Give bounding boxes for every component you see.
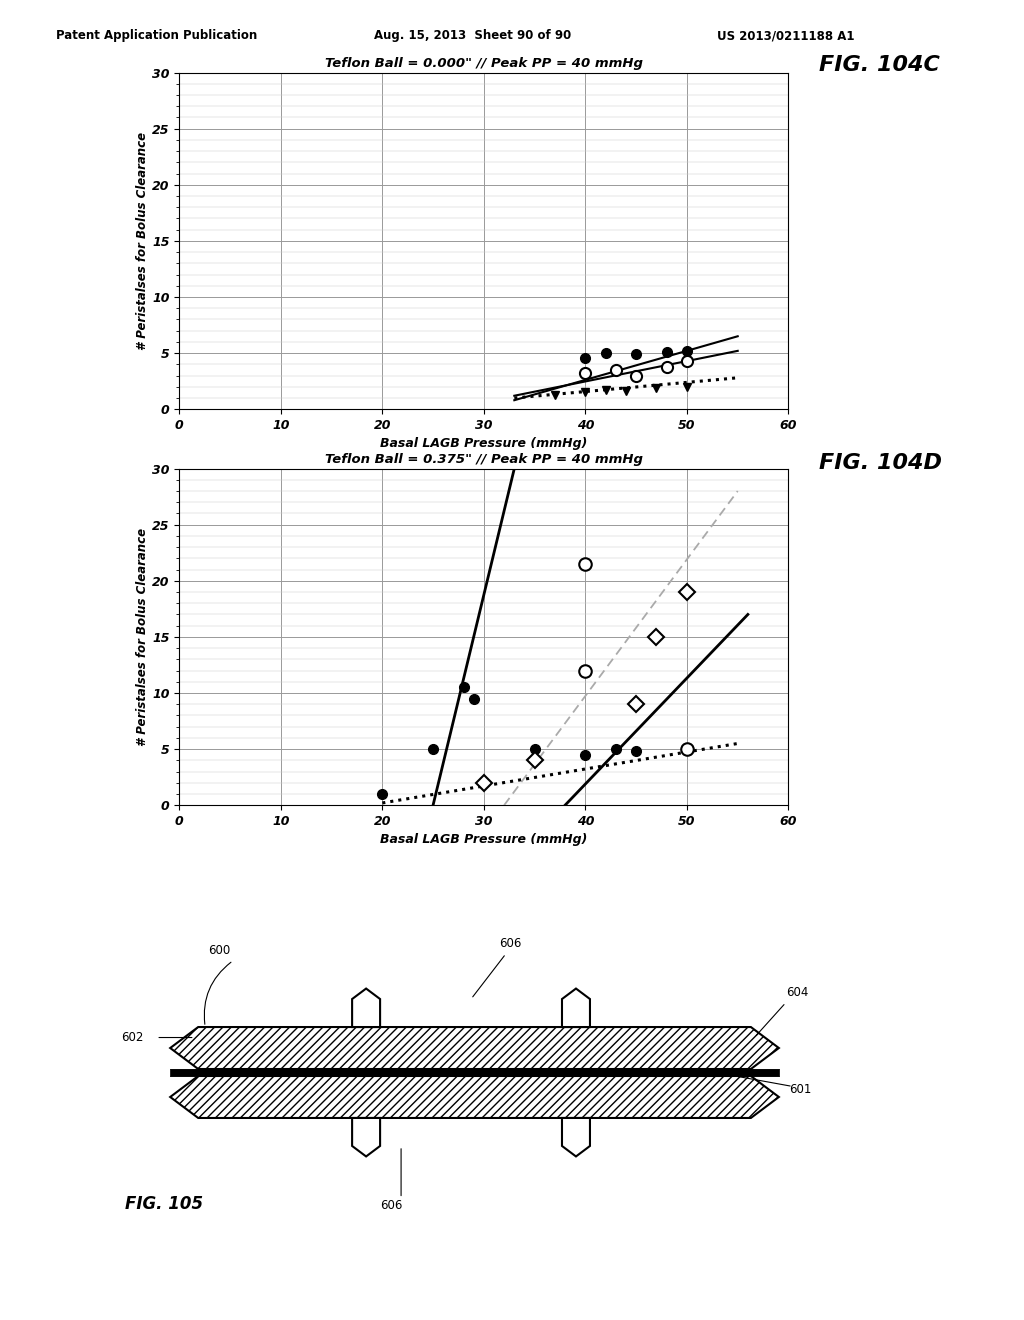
Polygon shape xyxy=(170,1069,779,1076)
Text: 604: 604 xyxy=(785,986,808,998)
Polygon shape xyxy=(562,989,590,1027)
Text: FIG. 104D: FIG. 104D xyxy=(819,453,942,473)
Polygon shape xyxy=(352,1118,380,1156)
Y-axis label: # Peristalses for Bolus Clearance: # Peristalses for Bolus Clearance xyxy=(136,528,150,746)
Text: Patent Application Publication: Patent Application Publication xyxy=(56,29,258,42)
Text: 600: 600 xyxy=(208,944,230,957)
X-axis label: Basal LAGB Pressure (mmHg): Basal LAGB Pressure (mmHg) xyxy=(380,833,588,846)
X-axis label: Basal LAGB Pressure (mmHg): Basal LAGB Pressure (mmHg) xyxy=(380,437,588,450)
Polygon shape xyxy=(170,1027,779,1069)
Text: FIG. 105: FIG. 105 xyxy=(125,1195,203,1213)
Polygon shape xyxy=(562,1118,590,1156)
Y-axis label: # Peristalses for Bolus Clearance: # Peristalses for Bolus Clearance xyxy=(136,132,150,350)
Polygon shape xyxy=(170,1076,779,1118)
Text: Aug. 15, 2013  Sheet 90 of 90: Aug. 15, 2013 Sheet 90 of 90 xyxy=(374,29,571,42)
Title: Teflon Ball = 0.375" // Peak PP = 40 mmHg: Teflon Ball = 0.375" // Peak PP = 40 mmH… xyxy=(325,453,643,466)
Text: 601: 601 xyxy=(790,1084,812,1097)
Title: Teflon Ball = 0.000" // Peak PP = 40 mmHg: Teflon Ball = 0.000" // Peak PP = 40 mmH… xyxy=(325,57,643,70)
Text: FIG. 104C: FIG. 104C xyxy=(819,55,940,75)
Text: 602: 602 xyxy=(121,1031,143,1044)
Text: US 2013/0211188 A1: US 2013/0211188 A1 xyxy=(717,29,854,42)
Text: 606: 606 xyxy=(380,1199,402,1212)
Text: 606: 606 xyxy=(499,937,521,949)
Polygon shape xyxy=(352,989,380,1027)
